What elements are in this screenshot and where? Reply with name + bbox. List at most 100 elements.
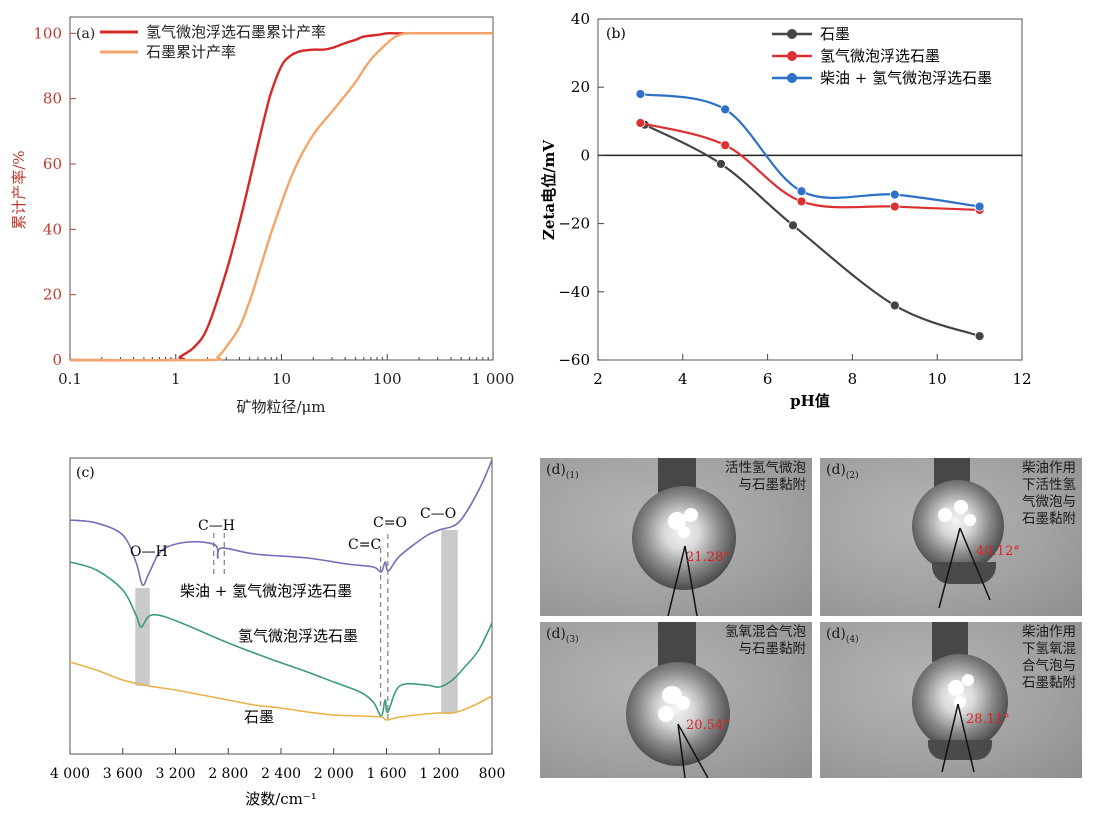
legend-marker — [787, 51, 797, 61]
series-line — [69, 32, 493, 362]
data-point — [889, 201, 900, 212]
y-tick-label: −20 — [558, 215, 590, 233]
legend-label: 氢气微泡浮选石墨 — [820, 47, 940, 65]
data-point — [974, 331, 985, 342]
y-tick-label: 80 — [43, 90, 62, 108]
y-tick-label: 20 — [571, 78, 590, 96]
chart-b: 2 4 6 8 10 12 40 20 0 −20 −40 −60 pH值 Zeta电位/mV (b) 石墨氢… — [540, 10, 1032, 410]
y-tick-label: −60 — [558, 351, 590, 369]
chart-a: 0.1 1 10 100 1 000 0 20 40 60 80 100 矿物粒径/μm 累计产率/% (… — [10, 16, 515, 416]
contact-angle-lines-3 — [677, 723, 709, 778]
x-tick-label: 0.1 — [58, 370, 82, 388]
y-tick-label: 20 — [43, 286, 62, 304]
series-label: 柴油 + 氢气微泡浮选石墨 — [180, 582, 352, 600]
photo-caption: 活性氢气微泡 与石墨黏附 — [725, 460, 806, 493]
spectrum-line — [69, 459, 493, 587]
legend-marker — [787, 73, 797, 83]
contact-angle-lines-1 — [667, 545, 698, 616]
panel-label: (b) — [606, 26, 626, 42]
photo-tag: (d)(1) — [546, 462, 579, 481]
x-tick-label: 2 — [593, 370, 603, 388]
band-oh — [135, 588, 150, 686]
legend-label: 氢气微泡浮选石墨累计产率 — [146, 23, 326, 41]
y-tick-label: 40 — [43, 220, 62, 238]
band-co — [441, 530, 458, 713]
series-line — [640, 92, 980, 208]
series-line — [640, 121, 980, 212]
peak-label: C=C — [348, 537, 381, 553]
photo-caption: 柴油作用 下氢氧混 合气泡与 石墨黏附 — [1022, 624, 1076, 691]
x-tick-label: 10 — [928, 370, 947, 388]
contact-angle-lines-4 — [941, 703, 975, 773]
data-point — [889, 300, 900, 311]
photo-d1: (d)(1) 活性氢气微泡 与石墨黏附 21.28° — [540, 458, 812, 616]
data-point — [720, 104, 731, 115]
x-tick-label: 8 — [848, 370, 858, 388]
legend-label: 石墨累计产率 — [146, 43, 236, 61]
data-point — [889, 189, 900, 200]
series-label: 石墨 — [244, 708, 274, 726]
x-tick-label: 2 800 — [208, 766, 248, 782]
data-point — [635, 89, 646, 99]
x-tick-label: 1 600 — [366, 766, 406, 782]
data-point — [796, 186, 807, 197]
contact-angle-lines-2 — [938, 527, 991, 609]
peak-label: O—H — [130, 544, 168, 560]
data-point — [716, 159, 726, 169]
y-tick-label: 60 — [43, 155, 62, 173]
spectrum-line — [69, 561, 493, 717]
contact-angle-value: 28.11° — [966, 712, 1010, 727]
contact-angle-value: 40.12° — [976, 544, 1020, 559]
peak-label: C—O — [420, 506, 456, 522]
x-tick-label: 800 — [479, 766, 506, 782]
x-tick-label: 4 000 — [50, 766, 90, 782]
data-point — [974, 201, 985, 212]
data-point — [788, 220, 798, 231]
series-line — [69, 31, 493, 362]
photo-caption: 柴油作用 下活性氢 气微泡与 石墨黏附 — [1022, 460, 1076, 527]
x-axis-label: 波数/cm⁻¹ — [245, 790, 317, 808]
y-axis-label: Zeta电位/mV — [540, 140, 558, 240]
photo-tag: (d)(3) — [546, 626, 579, 645]
x-tick-label: 1 200 — [419, 766, 459, 782]
spectrum-line — [69, 661, 493, 721]
panel-label: (c) — [76, 465, 95, 481]
x-tick-label: 12 — [1012, 370, 1031, 388]
x-tick-label: 100 — [373, 370, 402, 388]
contact-angle-value: 20.54° — [686, 718, 730, 733]
x-tick-label: 2 400 — [261, 766, 301, 782]
data-point — [635, 118, 646, 128]
x-tick-label: 1 — [171, 370, 181, 388]
panel-label: (a) — [76, 26, 95, 42]
x-axis-label: 矿物粒径/μm — [236, 398, 325, 416]
x-tick-label: 2 000 — [314, 766, 354, 782]
series-line — [644, 123, 980, 338]
y-tick-label: −40 — [558, 283, 590, 301]
legend-label: 石墨 — [820, 25, 850, 43]
photo-tag: (d)(2) — [826, 462, 859, 481]
data-point — [796, 196, 807, 207]
contact-angle-value: 21.28° — [686, 550, 730, 565]
photo-d4: (d)(4) 柴油作用 下氢氧混 合气泡与 石墨黏附 28.11° — [820, 622, 1082, 778]
y-tick-label: 40 — [571, 10, 590, 28]
x-tick-label: 10 — [272, 370, 291, 388]
peak-label: C=O — [373, 515, 407, 531]
y-axis-label: 累计产率/% — [10, 150, 28, 229]
photo-d3: (d)(3) 氢氧混合气泡 与石墨黏附 20.54° — [540, 622, 812, 778]
x-axis-label: pH值 — [790, 392, 830, 410]
y-tick-label: 0 — [52, 351, 62, 369]
x-tick-label: 3 200 — [155, 766, 195, 782]
y-tick-label: 100 — [33, 24, 62, 42]
plot-frame — [69, 457, 493, 755]
photo-caption: 氢氧混合气泡 与石墨黏附 — [725, 624, 806, 657]
legend-label: 柴油 + 氢气微泡浮选石墨 — [820, 69, 992, 87]
data-point — [720, 140, 731, 151]
plot-frame — [597, 18, 1023, 361]
x-tick-label: 3 600 — [103, 766, 143, 782]
x-tick-label: 6 — [763, 370, 773, 388]
x-tick-label: 1 000 — [472, 370, 515, 388]
peak-label: C—H — [198, 518, 235, 534]
series-label: 氢气微泡浮选石墨 — [238, 627, 358, 645]
photo-tag: (d)(4) — [826, 626, 859, 645]
